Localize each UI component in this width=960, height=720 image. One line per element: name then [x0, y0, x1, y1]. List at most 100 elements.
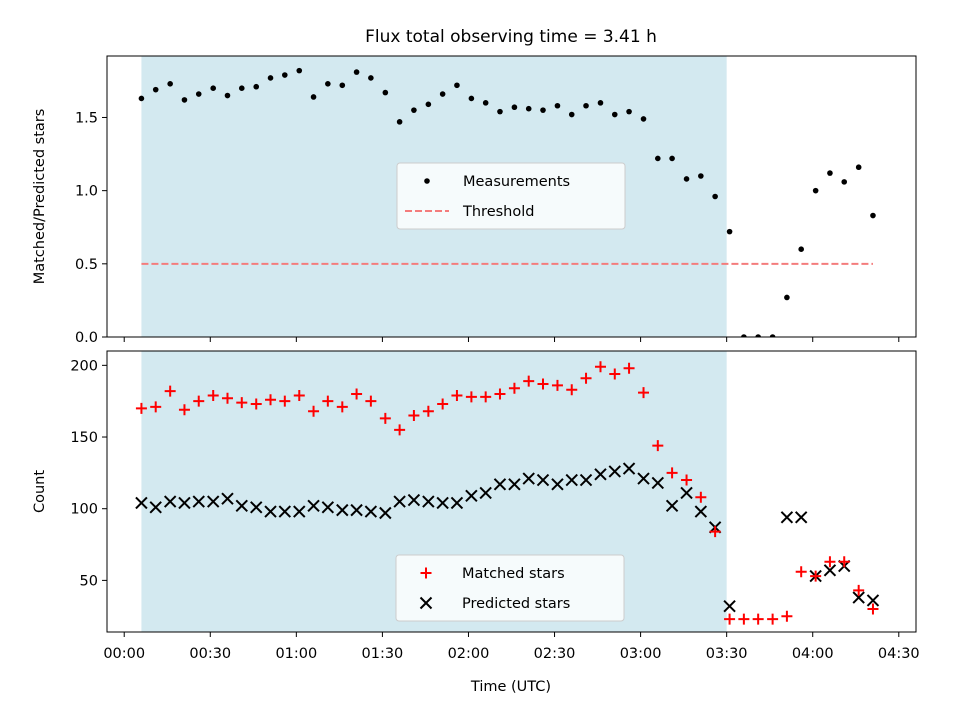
- legend: Measurements Threshold: [396, 162, 626, 230]
- x-tick-label: 01:30: [362, 646, 404, 662]
- predicted-star-point: [321, 501, 335, 514]
- legend: Matched stars Predicted stars: [395, 554, 625, 622]
- predicted-star-point: [450, 496, 464, 510]
- matched-star-point: [551, 379, 563, 391]
- measurement-point: [798, 246, 804, 252]
- predicted-star-point: [694, 505, 708, 518]
- predicted-star-point: [235, 499, 248, 513]
- matched-star-point: [724, 613, 736, 625]
- y-tick-label: 50: [80, 573, 98, 589]
- matched-star-point: [709, 526, 721, 538]
- measurement-point: [597, 100, 604, 106]
- y-tick-label: 1.0: [75, 184, 98, 200]
- y-axis-label: Matched/Predicted stars: [32, 109, 48, 285]
- predicted-star-point: [221, 492, 234, 505]
- measurement-point: [769, 334, 776, 337]
- legend-entry-label: Measurements: [463, 174, 570, 190]
- measurement-point: [827, 170, 833, 176]
- y-tick-label: 150: [70, 430, 98, 446]
- predicted-star-point: [594, 468, 607, 481]
- measurement-point: [655, 155, 661, 162]
- axes-frame: [106, 350, 917, 633]
- x-tick-label: 00:30: [189, 646, 231, 662]
- matched-star-point: [207, 389, 219, 401]
- matched-star-point: [795, 566, 807, 578]
- matched-star-point: [135, 402, 147, 414]
- legend-entry-label: Predicted stars: [462, 596, 570, 612]
- legend-entry-label: Matched stars: [462, 566, 565, 582]
- matched-star-point: [652, 440, 664, 452]
- predicted-star-point: [866, 594, 880, 607]
- matched-star-point: [853, 584, 865, 596]
- predicted-star-point: [823, 564, 837, 577]
- x-tick-label: 02:30: [534, 646, 576, 662]
- measurement-point: [870, 212, 876, 219]
- matched-star-point: [681, 474, 693, 486]
- predicted-star-point: [680, 486, 693, 500]
- x-tick-label: 02:00: [448, 646, 490, 662]
- predicted-star-point: [336, 503, 349, 517]
- predicted-star-point: [651, 476, 665, 490]
- measurement-point: [325, 81, 331, 87]
- predicted-star-point: [364, 505, 378, 518]
- matched-star-point: [810, 570, 822, 582]
- matched-star-point: [379, 412, 391, 424]
- matched-star-point: [566, 384, 578, 396]
- predicted-star-point: [622, 462, 636, 475]
- plot-area: [138, 67, 876, 337]
- measurement-point: [712, 193, 718, 200]
- measurement-point: [741, 334, 747, 337]
- matched-star-point: [752, 613, 764, 625]
- predicted-star-point: [379, 506, 392, 520]
- matched-star-point: [824, 556, 836, 568]
- predicted-star-point: [250, 501, 263, 514]
- matched-star-point: [164, 385, 176, 397]
- measurement-point: [181, 97, 188, 103]
- matched-star-point: [508, 382, 520, 394]
- matched-star-point: [336, 401, 348, 413]
- predicted-star-point: [307, 499, 320, 513]
- figure-title: Flux total observing time = 3.41 h: [365, 27, 657, 47]
- predicted-star-point: [393, 495, 406, 508]
- matched-star-point: [767, 613, 779, 625]
- measurement-point: [511, 104, 518, 111]
- measurement-point: [841, 179, 848, 185]
- matched-star-point: [838, 556, 850, 568]
- legend-entry-label: Threshold: [462, 204, 534, 220]
- plot-area: [135, 361, 880, 625]
- matched-star-point: [351, 388, 363, 400]
- predicted-star-point: [479, 486, 492, 500]
- measurement-point: [583, 102, 589, 109]
- predicted-star-point: [149, 501, 162, 514]
- x-tick-label: 03:30: [706, 646, 748, 662]
- x-tick-label: 04:00: [792, 646, 834, 662]
- matched-star-point: [265, 394, 277, 406]
- predicted-star-point: [723, 599, 736, 613]
- measurement-point: [611, 111, 618, 118]
- matched-star-point: [738, 613, 750, 625]
- measurement-point: [497, 108, 503, 115]
- matched-star-point: [322, 395, 334, 407]
- measurement-point: [812, 187, 819, 194]
- matched-star-point: [695, 491, 707, 503]
- predicted-star-point: [637, 472, 650, 485]
- predicted-star-point: [293, 505, 306, 518]
- predicted-star-point: [206, 495, 220, 508]
- matched-star-point: [250, 398, 262, 410]
- x-axis-label: Time (UTC): [470, 679, 551, 695]
- matched-star-point: [623, 362, 635, 374]
- measurement-point: [468, 95, 475, 102]
- matched-star-point: [293, 389, 305, 401]
- measurement-point: [411, 107, 417, 113]
- matched-star-point: [365, 395, 377, 407]
- predicted-star-point: [465, 489, 478, 503]
- measurement-point: [267, 75, 274, 81]
- predicted-star-point: [350, 503, 363, 517]
- matched-star-point: [609, 368, 621, 380]
- measurement-point: [568, 111, 575, 118]
- measurement-point: [698, 173, 704, 179]
- matched-star-point: [279, 395, 291, 407]
- legend-matched-marker: [420, 567, 432, 579]
- measurement-point: [353, 69, 360, 75]
